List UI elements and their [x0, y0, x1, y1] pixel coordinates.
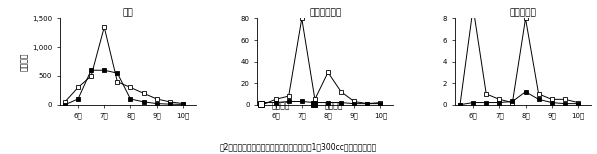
Legend: 葜有り区, 葜無し区: 葜有り区, 葜無し区 [248, 93, 349, 116]
Title: シバ: シバ [122, 9, 133, 18]
Y-axis label: 発生実数: 発生実数 [20, 52, 29, 71]
Title: シロクローバ: シロクローバ [309, 9, 341, 18]
Text: 図2．主要草種の排糞中の発芽実生数（生糞1，300cc中）の季節変化: 図2．主要草種の排糞中の発芽実生数（生糞1，300cc中）の季節変化 [220, 142, 377, 151]
Title: ウシハコベ: ウシハコベ [509, 9, 536, 18]
